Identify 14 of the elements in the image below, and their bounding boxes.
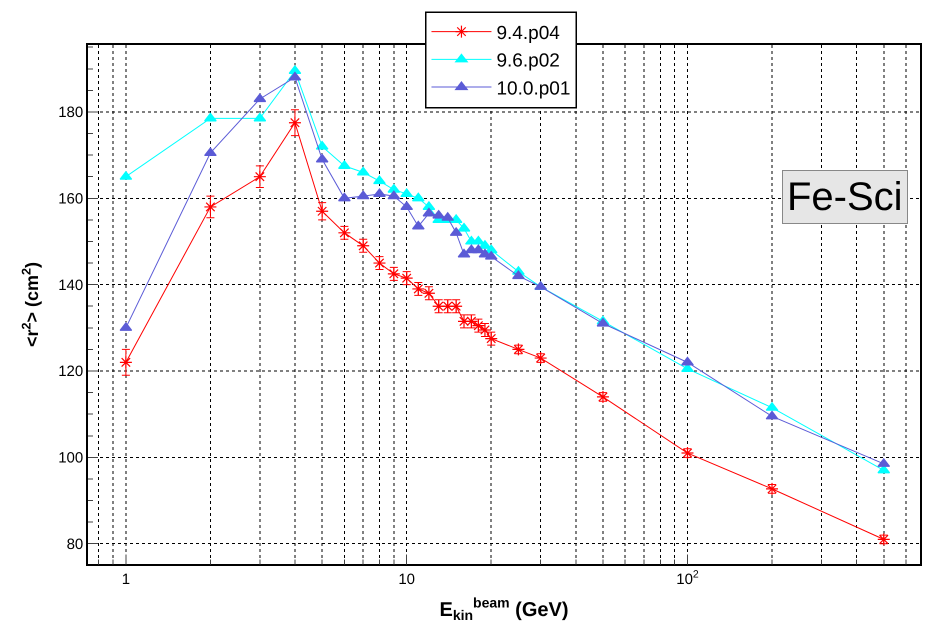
x-axis-title: E$_{kin}$$^{beam}$ (GeV) [439,594,569,623]
x-tick-label: 10 [398,570,416,588]
y-tick-label: 160 [58,190,84,208]
legend-label: 10.0.p01 [496,78,570,100]
y-tick-label: 120 [58,363,84,380]
annotation: Fe-Sci [787,175,903,219]
y-tick-label: 100 [58,450,84,467]
x-tick-label: 10$^{2}$ [676,568,699,588]
y-tick-label: 140 [58,276,84,294]
legend-label: 9.6.p02 [496,50,560,72]
x-tick-label: 1 [122,570,130,588]
legend-label: 9.4.p04 [496,23,560,44]
y-tick-label: 180 [58,104,84,122]
y-tick-label: 80 [66,536,84,553]
